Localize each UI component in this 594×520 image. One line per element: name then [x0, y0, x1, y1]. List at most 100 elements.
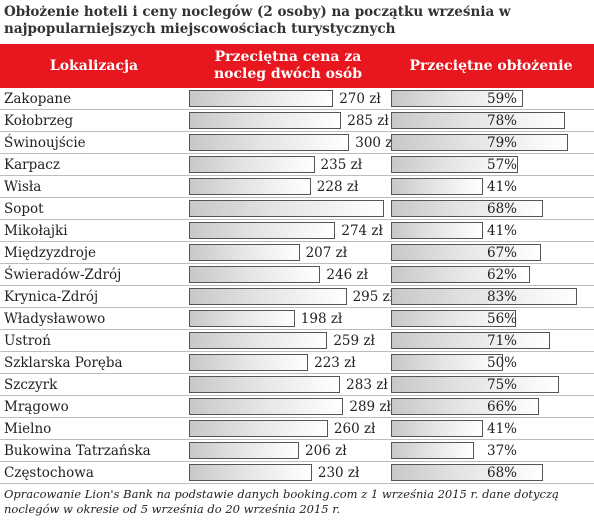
- price-value: 283 zł: [346, 377, 388, 393]
- table-row: Mrągowo 289 zł 66%: [0, 396, 594, 418]
- price-bar: [189, 310, 295, 327]
- occupancy-value: 41%: [487, 179, 518, 195]
- occupancy-value: 68%: [487, 465, 518, 481]
- location-label: Częstochowa: [4, 465, 94, 481]
- occupancy-value: 66%: [487, 399, 518, 415]
- price-bar: [189, 332, 328, 349]
- occupancy-bar: [391, 244, 541, 261]
- occupancy-value: 57%: [487, 157, 518, 173]
- occupancy-value: 41%: [487, 421, 518, 437]
- price-value: 198 zł: [300, 311, 343, 327]
- price-value: 274 zł: [341, 223, 383, 239]
- occupancy-value: 62%: [487, 267, 518, 283]
- price-bar: [189, 90, 334, 107]
- table-row: Mikołajki 274 zł 41%: [0, 220, 594, 242]
- location-label: Mrągowo: [4, 399, 69, 415]
- occupancy-value: 37%: [487, 443, 518, 459]
- row-divider: [0, 461, 594, 462]
- row-divider: [0, 153, 594, 154]
- occupancy-bar: [391, 376, 559, 393]
- occupancy-bar: [391, 90, 523, 107]
- row-divider: [0, 351, 594, 352]
- table-row: Świeradów-Zdrój 246 zł 62%: [0, 264, 594, 286]
- price-value: 295 zł: [352, 289, 395, 305]
- price-bar: [189, 420, 328, 437]
- price-bar: [189, 244, 300, 261]
- occupancy-value: 50%: [487, 355, 518, 371]
- location-label: Bukowina Tatrzańska: [4, 443, 151, 459]
- occupancy-value: 59%: [487, 91, 518, 107]
- header-occupancy: Przeciętne obłożenie: [409, 57, 573, 74]
- price-value: 235 zł: [320, 157, 363, 173]
- price-bar: [189, 376, 341, 393]
- occupancy-bar: [391, 200, 543, 217]
- location-label: Szczyrk: [4, 377, 58, 393]
- row-divider: [0, 109, 594, 110]
- location-label: Kołobrzeg: [4, 113, 74, 129]
- price-value: 246 zł: [326, 267, 368, 283]
- row-divider: [0, 483, 594, 484]
- price-value: 259 zł: [333, 333, 375, 349]
- price-value: 228 zł: [316, 179, 359, 195]
- occupancy-bar: [391, 222, 483, 239]
- header-price: Przeciętna cena za nocleg dwóch osób: [213, 49, 363, 82]
- location-label: Ustroń: [4, 333, 52, 349]
- price-bar: [189, 266, 321, 283]
- occupancy-value: 41%: [487, 223, 518, 239]
- price-bar: [189, 398, 344, 415]
- row-divider: [0, 285, 594, 286]
- source-note: Opracowanie Lion's Bank na podstawie dan…: [4, 487, 559, 516]
- row-divider: [0, 329, 594, 330]
- occupancy-value: 78%: [487, 113, 518, 129]
- location-label: Międzyzdroje: [4, 245, 97, 261]
- table-row: Świnoujście 300 zł 79%: [0, 132, 594, 154]
- price-value: 260 zł: [333, 421, 376, 437]
- occupancy-value: 68%: [487, 201, 518, 217]
- price-value: 207 zł: [305, 245, 348, 261]
- table-row: Częstochowa 230 zł 68%: [0, 462, 594, 484]
- price-bar: [189, 156, 315, 173]
- occupancy-bar: [391, 310, 517, 327]
- location-label: Mielno: [4, 421, 52, 437]
- occupancy-bar: [391, 332, 550, 349]
- row-divider: [0, 241, 594, 242]
- price-bar: [189, 464, 312, 481]
- occupancy-bar: [391, 288, 577, 305]
- price-value: 230 zł: [317, 465, 360, 481]
- price-value: 270 zł: [339, 91, 381, 107]
- occupancy-value: 67%: [487, 245, 518, 261]
- row-divider: [0, 219, 594, 220]
- table-row: Ustroń 259 zł 71%: [0, 330, 594, 352]
- location-label: Sopot: [4, 201, 44, 217]
- location-label: Zakopane: [4, 91, 72, 107]
- row-divider: [0, 131, 594, 132]
- table-row: Karpacz 235 zł 57%: [0, 154, 594, 176]
- row-divider: [0, 373, 594, 374]
- location-label: Szklarska Poręba: [4, 355, 123, 371]
- price-bar: [189, 222, 336, 239]
- row-divider: [0, 307, 594, 308]
- occupancy-bar: [391, 398, 539, 415]
- occupancy-bar: [391, 156, 519, 173]
- occupancy-value: 56%: [487, 311, 518, 327]
- occupancy-bar: [391, 420, 483, 437]
- price-value: 223 zł: [314, 355, 356, 371]
- occupancy-value: 75%: [487, 377, 518, 393]
- location-label: Karpacz: [4, 157, 60, 173]
- location-label: Mikołajki: [4, 223, 68, 239]
- occupancy-bar: [391, 134, 568, 151]
- occupancy-value: 79%: [487, 135, 518, 151]
- table-row: Międzyzdroje 207 zł 67%: [0, 242, 594, 264]
- occupancy-bar: [391, 464, 543, 481]
- occupancy-bar: [391, 112, 566, 129]
- header-location: Lokalizacja: [49, 57, 139, 74]
- location-label: Krynica-Zdrój: [4, 289, 99, 305]
- price-bar: [189, 178, 311, 195]
- table-row: Krynica-Zdrój 295 zł 83%: [0, 286, 594, 308]
- row-divider: [0, 439, 594, 440]
- price-bar: [189, 354, 309, 371]
- occupancy-bar: [391, 178, 483, 195]
- row-divider: [0, 197, 594, 198]
- price-bar: [189, 112, 342, 129]
